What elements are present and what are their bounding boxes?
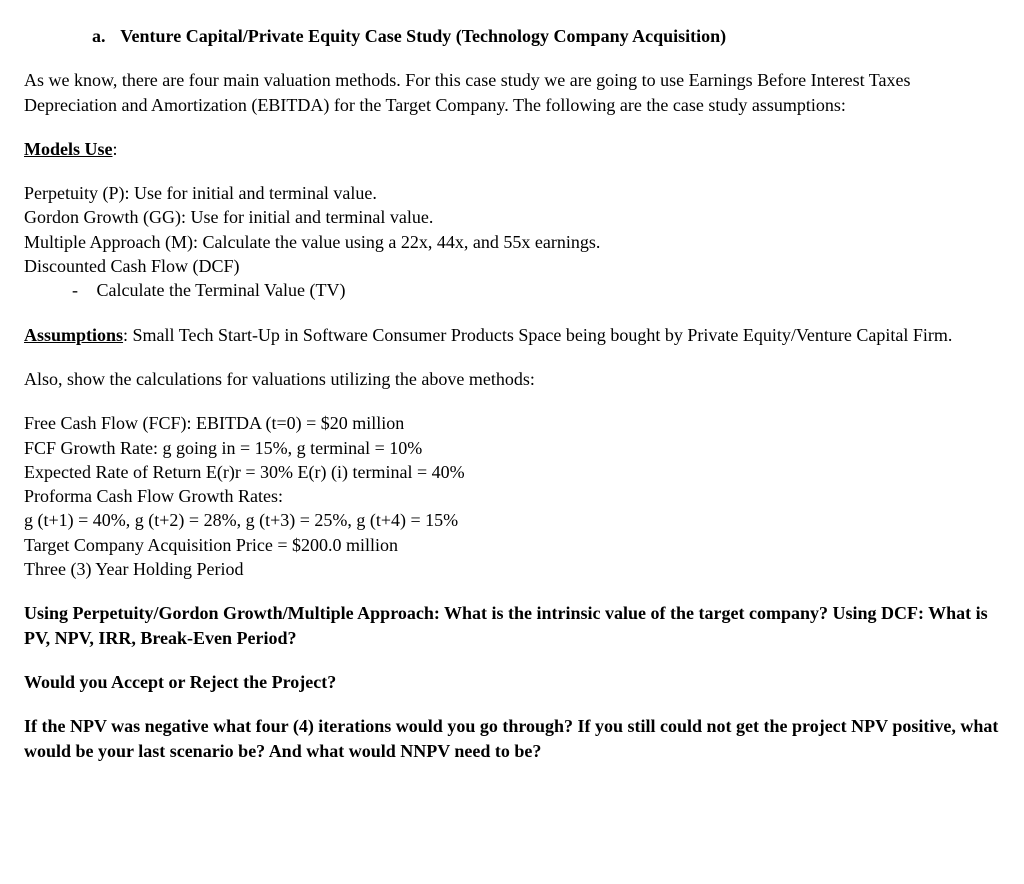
- question-1: Using Perpetuity/Gordon Growth/Multiple …: [24, 601, 1000, 650]
- model-dcf-sub: Calculate the Terminal Value (TV): [97, 280, 346, 300]
- title-text: Venture Capital/Private Equity Case Stud…: [120, 26, 726, 46]
- fcf-line-5: g (t+1) = 40%, g (t+2) = 28%, g (t+3) = …: [24, 508, 1000, 532]
- model-dcf-sublist: - Calculate the Terminal Value (TV): [72, 278, 1000, 302]
- question-2: Would you Accept or Reject the Project?: [24, 670, 1000, 694]
- title-marker: a.: [92, 24, 116, 48]
- fcf-block: Free Cash Flow (FCF): EBITDA (t=0) = $20…: [24, 411, 1000, 581]
- document-title: a. Venture Capital/Private Equity Case S…: [92, 24, 1000, 48]
- fcf-line-6: Target Company Acquisition Price = $200.…: [24, 533, 1000, 557]
- also-show-paragraph: Also, show the calculations for valuatio…: [24, 367, 1000, 391]
- question-3: If the NPV was negative what four (4) it…: [24, 714, 1000, 763]
- assumptions-label: Assumptions: [24, 325, 123, 345]
- dash-icon: -: [72, 278, 92, 302]
- model-gordon-growth: Gordon Growth (GG): Use for initial and …: [24, 205, 1000, 229]
- model-multiple: Multiple Approach (M): Calculate the val…: [24, 230, 1000, 254]
- models-use-label: Models Use: [24, 139, 113, 159]
- model-perpetuity: Perpetuity (P): Use for initial and term…: [24, 181, 1000, 205]
- fcf-line-2: FCF Growth Rate: g going in = 15%, g ter…: [24, 436, 1000, 460]
- fcf-line-3: Expected Rate of Return E(r)r = 30% E(r)…: [24, 460, 1000, 484]
- models-list: Perpetuity (P): Use for initial and term…: [24, 181, 1000, 302]
- assumptions-text: : Small Tech Start-Up in Software Consum…: [123, 325, 952, 345]
- model-dcf: Discounted Cash Flow (DCF): [24, 254, 1000, 278]
- assumptions-paragraph: Assumptions: Small Tech Start-Up in Soft…: [24, 323, 1000, 347]
- intro-paragraph: As we know, there are four main valuatio…: [24, 68, 1000, 117]
- models-use-heading: Models Use:: [24, 137, 1000, 161]
- fcf-line-1: Free Cash Flow (FCF): EBITDA (t=0) = $20…: [24, 411, 1000, 435]
- fcf-line-4: Proforma Cash Flow Growth Rates:: [24, 484, 1000, 508]
- models-use-colon: :: [113, 139, 118, 159]
- fcf-line-7: Three (3) Year Holding Period: [24, 557, 1000, 581]
